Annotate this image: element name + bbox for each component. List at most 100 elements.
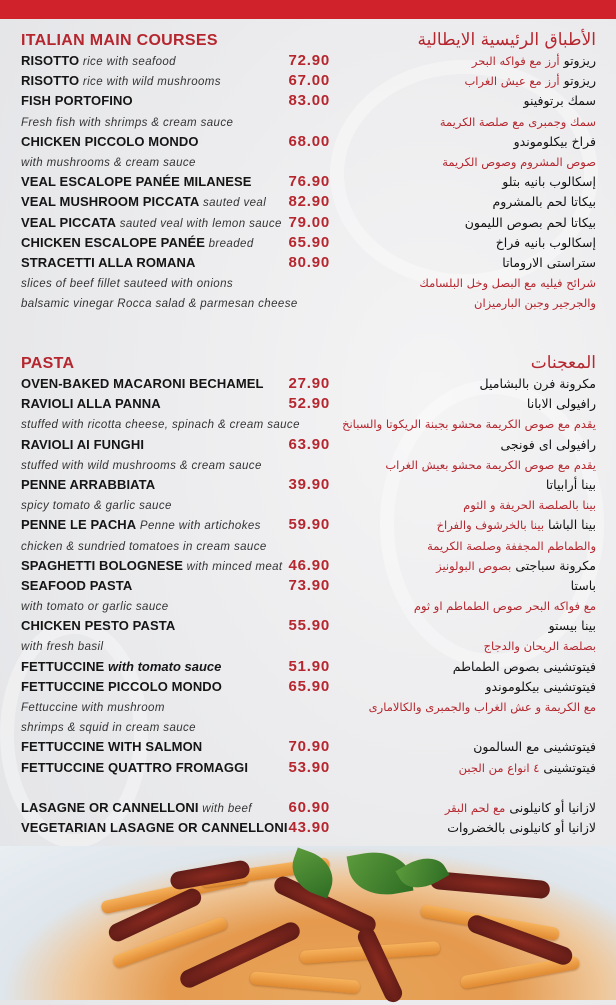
- item-name-arabic: بيكاتا لحم بصوص الليمون: [464, 214, 596, 230]
- item-english: RISOTTO rice with seafood: [21, 51, 176, 72]
- item-english: STRACETTI ALLA ROMANA: [21, 253, 195, 273]
- penne-shape: [249, 971, 361, 994]
- item-name: VEAL ESCALOPE PANÉE MILANESE: [21, 174, 252, 190]
- item-arabic: شرائح فيليه مع البصل وخل البلسامك: [419, 273, 596, 293]
- item-description: rice with seafood: [82, 56, 176, 68]
- item-price: 39.90: [288, 475, 330, 493]
- item-price: 76.90: [288, 173, 330, 191]
- item-name-arabic: رافيولى الابانا: [526, 396, 596, 412]
- item-english: SPAGHETTI BOLOGNESE with minced meat: [21, 556, 283, 577]
- menu-item: RAVIOLI AI FUNGHI 63.90 رافيولى اى فونجى: [0, 435, 616, 455]
- item-name: VEGETARIAN LASAGNE OR CANNELLONI: [21, 820, 288, 836]
- item-name: OVEN-BAKED MACARONI BECHAMEL: [21, 376, 264, 391]
- item-english: CHICKEN PESTO PASTA: [21, 616, 175, 636]
- item-name-arabic: لازانيا أو كانيلونى بالخضروات: [447, 820, 596, 836]
- menu-item: CHICKEN PESTO PASTA 55.90 بينا بيستو: [0, 616, 616, 636]
- item-price: 63.90: [288, 435, 330, 453]
- menu-item-description-row: chicken & sundried tomatoes in cream sau…: [0, 536, 616, 556]
- menu-item: RISOTTO rice with wild mushrooms 67.00 ريز…: [0, 71, 616, 91]
- item-description-arabic: شرائح فيليه مع البصل وخل البلسامك: [419, 276, 596, 291]
- item-arabic: فراخ بيكلوموندو: [514, 132, 596, 152]
- item-arabic: والطماطم المجففة وصلصة الكريمة: [427, 536, 596, 556]
- section-title: PASTA: [21, 355, 75, 372]
- item-english: stuffed with wild mushrooms & cream sauc…: [21, 455, 262, 476]
- item-name: RAVIOLI AI FUNGHI: [21, 436, 145, 452]
- menu-item: STRACETTI ALLA ROMANA 80.90 ستراستى الاروم…: [0, 253, 616, 273]
- menu-item-description-row: slices of beef fillet sauteed with onion…: [0, 273, 616, 293]
- item-arabic: بينا الباشا بينا بالخرشوف والفراخ: [437, 515, 596, 535]
- item-english: shrimps & squid in cream sauce: [21, 717, 196, 738]
- item-english: VEAL PICCATA sauted veal with lemon sauc…: [21, 213, 282, 234]
- item-arabic: بيكاتا لحم بصوص الليمون: [465, 213, 596, 233]
- section-pasta: PASTA المعجنات OVEN-BAKED MACARONI BECHAME…: [0, 353, 616, 778]
- item-description: sauted veal with lemon sauce: [119, 217, 282, 230]
- item-arabic: بيكاتا لحم بالمشروم: [492, 192, 596, 212]
- item-english: PENNE LE PACHA Penne with artichokes: [21, 515, 261, 536]
- item-description: Fresh fish with shrimps & cream sauce: [21, 116, 234, 129]
- item-description-arabic: مع لحم البقر: [444, 801, 506, 815]
- item-arabic: بصلصة الريحان والدجاج: [484, 636, 596, 656]
- item-english: RAVIOLI AI FUNGHI: [21, 435, 144, 455]
- item-english: FETTUCCINE WITH SALMON: [21, 737, 202, 757]
- item-name-arabic: بينا بيستو: [548, 618, 596, 634]
- item-name: SPAGHETTI BOLOGNESE: [21, 557, 184, 573]
- item-arabic: صوص المشروم وصوص الكريمة: [442, 152, 596, 172]
- item-name: RAVIOLI ALLA PANNA: [21, 396, 161, 412]
- item-price: 67.00: [288, 72, 330, 90]
- item-description-arabic: مع فواكه البحر صوص الطماطم او ثوم: [413, 599, 596, 614]
- item-description: Penne with artichokes: [139, 520, 261, 533]
- item-name-arabic: بينا أرابياتا: [545, 476, 596, 492]
- item-description: shrimps & squid in cream sauce: [21, 722, 196, 735]
- item-arabic: فيتوتشينى ٤ انواع من الجبن: [459, 758, 596, 778]
- item-price: 43.90: [288, 819, 330, 837]
- item-price: 51.90: [288, 657, 330, 675]
- item-arabic: سمك وجمبرى مع صلصة الكريمة: [440, 112, 596, 132]
- item-description-arabic: صوص المشروم وصوص الكريمة: [442, 154, 596, 169]
- item-name-arabic: ريزوتو: [563, 73, 596, 89]
- item-english: chicken & sundried tomatoes in cream sau…: [21, 536, 267, 557]
- item-arabic: مع فواكه البحر صوص الطماطم او ثوم: [414, 596, 596, 616]
- item-description: breaded: [208, 237, 254, 250]
- item-description: balsamic vinegar Rocca salad & parmesan …: [21, 298, 298, 311]
- menu-item-description-row: Fettuccine with mushroom مع الكريمة و عش …: [0, 697, 616, 717]
- item-arabic: باستا: [571, 576, 596, 596]
- item-description: slices of beef fillet sauteed with onion…: [21, 278, 234, 291]
- section-header: ITALIAN MAIN COURSES الأطباق الرئيسية الا…: [0, 30, 616, 51]
- item-english: with fresh basil: [21, 636, 103, 657]
- item-name-arabic: ريزوتو: [563, 53, 596, 68]
- item-english: with mushrooms & cream sauce: [21, 152, 196, 173]
- item-price: 46.90: [288, 556, 330, 574]
- item-name-arabic: مكرونة فرن بالبشاميل: [479, 376, 596, 391]
- item-name: VEAL MUSHROOM PICCATA: [21, 194, 200, 210]
- item-description: stuffed with ricotta cheese, spinach & c…: [21, 419, 300, 432]
- item-name: PENNE LE PACHA: [21, 517, 137, 533]
- item-name: LASAGNE OR CANNELLONI: [21, 800, 199, 815]
- item-description: with tomato sauce: [107, 658, 222, 674]
- item-name: RISOTTO: [21, 53, 80, 68]
- menu-item-description-row: with mushrooms & cream sauce صوص المشروم …: [0, 152, 616, 172]
- menu-item: CHICKEN ESCALOPE PANÉE breaded 65.90 إسكال…: [0, 233, 616, 253]
- menu-item: SEAFOOD PASTA 73.90 باستا: [0, 576, 616, 596]
- menu-item: PENNE ARRABBIATA 39.90 بينا أرابياتا: [0, 475, 616, 495]
- item-description: Fettuccine with mushroom: [21, 702, 165, 714]
- menu-item: VEAL MUSHROOM PICCATA sauted veal 82.90 بي…: [0, 192, 616, 212]
- item-english: RAVIOLI ALLA PANNA: [21, 394, 161, 414]
- section-title: ITALIAN MAIN COURSES: [21, 32, 218, 49]
- item-description-arabic: بينا بالخرشوف والفراخ: [436, 518, 545, 533]
- item-name: CHICKEN PICCOLO MONDO: [21, 133, 199, 149]
- item-description: spicy tomato & garlic sauce: [21, 500, 172, 513]
- menu-item: RISOTTO rice with seafood 72.90 ريزوتو أرز…: [0, 51, 616, 71]
- item-arabic: بينا بيستو: [549, 616, 596, 636]
- item-description-arabic: سمك وجمبرى مع صلصة الكريمة: [439, 114, 596, 129]
- item-arabic: إسكالوب بانيه فراخ: [496, 233, 596, 253]
- menu-item-description-row: stuffed with wild mushrooms & cream sauc…: [0, 455, 616, 475]
- item-name-arabic: مكرونة سباجتى: [515, 557, 596, 573]
- item-arabic: رافيولى الابانا: [527, 394, 596, 414]
- item-english: VEGETARIAN LASAGNE OR CANNELLONI: [21, 818, 288, 838]
- item-name: CHICKEN PESTO PASTA: [21, 618, 176, 634]
- menu-item: VEAL PICCATA sauted veal with lemon sauc…: [0, 213, 616, 233]
- item-price: 27.90: [288, 375, 330, 392]
- menu-item-description-row: with tomato or garlic sauce مع فواكه البح…: [0, 596, 616, 616]
- item-arabic: مع الكريمة و عش الغراب والجمبرى والكالام…: [369, 697, 596, 717]
- pasta-dish-photo: [0, 846, 616, 1005]
